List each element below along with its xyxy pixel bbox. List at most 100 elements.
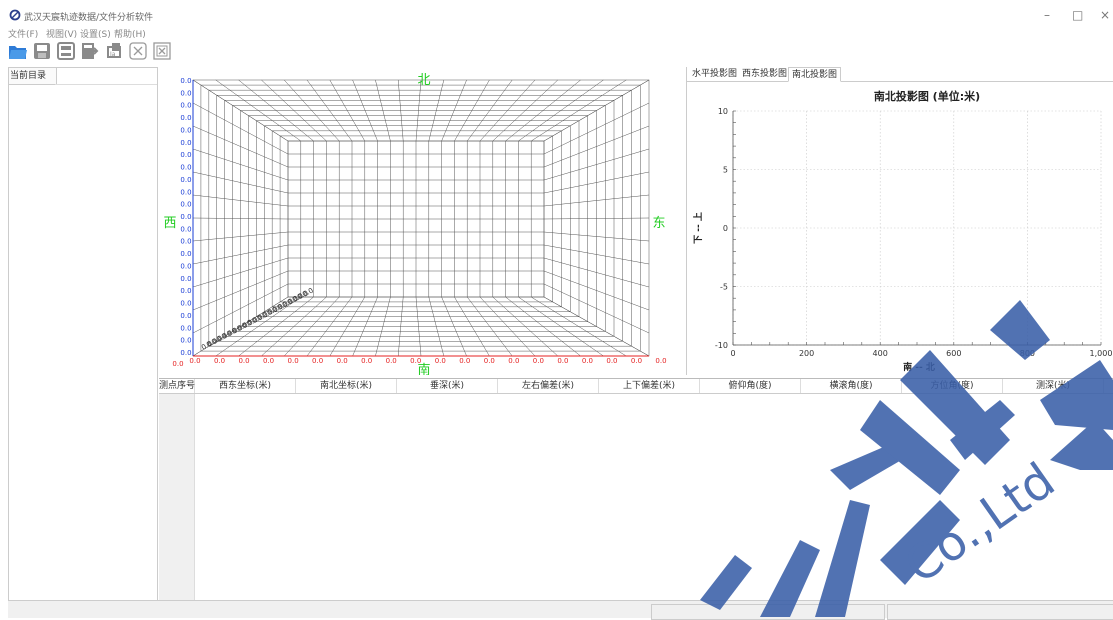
depth-ring [241,111,597,327]
depth-ring [248,116,587,322]
projection-panel: 水平投影图 西东投影图 南北投影图 0 200 400 600 800 1,000 10 5 0… [686,67,1113,375]
x-tick-label: 0.0 [582,357,593,365]
import-icon[interactable]: Ia [104,41,124,61]
y-tick-label: 0.0 [180,89,191,97]
column-header-vertical-depth[interactable]: 垂深(米) [397,379,498,393]
x-tick-label: 0.0 [337,357,348,365]
origin-tick-label: 0.0 [172,360,183,368]
depth-ring [256,121,579,317]
y-tick-label: 0.0 [180,337,191,345]
close-x-icon[interactable] [128,41,148,61]
x-tick-label: 0.0 [214,357,225,365]
status-bar [8,600,1113,618]
column-header-left-right-deviation[interactable]: 左右偏差(米) [498,379,599,393]
x-tick-label: 0.0 [557,357,568,365]
chart-y-label: 下 -- 上 [692,212,704,244]
x-tick-label: 0.0 [631,357,642,365]
column-header-azimuth[interactable]: 方位角(度) [902,379,1003,393]
column-header-measured-depth[interactable]: 测深(米) [1003,379,1104,393]
y-tick-label: 0.0 [180,349,191,357]
row-header-column [159,394,195,601]
directory-panel[interactable]: 当前目录 [8,67,158,601]
x-tick-label: 0.0 [238,357,249,365]
y-tick-label: 0.0 [180,151,191,159]
app-logo-icon [9,9,21,21]
export-icon[interactable] [80,41,100,61]
y-tick-label: 0.0 [180,300,191,308]
menu-file[interactable]: 文件(F) [8,27,38,40]
table-header: 测点序号 西东坐标(米) 南北坐标(米) 垂深(米) 左右偏差(米) 上下偏差(… [159,379,1113,394]
south-north-projection-chart[interactable]: 0 200 400 600 800 1,000 10 5 0 -5 -10 南北投影图 (单位:米) 南… [687,82,1113,374]
column-header-pitch[interactable]: 俯仰角(度) [700,379,801,393]
minimize-button[interactable]: – [1044,8,1050,22]
y-tick-label: -10 [715,341,728,350]
y-tick-label: 0.0 [180,188,191,196]
x-tick-label: 0.0 [361,357,372,365]
x-tick-label: 400 [873,349,888,358]
x-tick-label: 1,000 [1090,349,1113,358]
y-tick-label: 5 [723,166,728,175]
y-tick-label: 0.0 [180,262,191,270]
y-tick-label: 0.0 [180,164,191,172]
tab-horizontal-projection[interactable]: 水平投影图 [689,67,740,80]
svg-text:Ia: Ia [110,51,116,58]
x-tick-label: 0.0 [459,357,470,365]
east-label: 东 [652,216,665,231]
tab-south-north-projection[interactable]: 南北投影图 [788,67,841,82]
chart-x-label: 南 -- 北 [903,361,935,373]
y-tick-label: 0.0 [180,225,191,233]
save-icon[interactable] [32,41,52,61]
column-header-point-no[interactable]: 测点序号 [159,379,195,393]
directory-header-divider [55,84,157,85]
status-segment-1 [651,604,885,620]
y-tick-label: 0.0 [180,102,191,110]
close-button[interactable]: × [1100,8,1110,22]
column-header-roll[interactable]: 横滚角(度) [801,379,902,393]
y-tick-label: 0.0 [180,139,191,147]
x-tick-label: 0.0 [606,357,617,365]
x-tick-label: 0.0 [312,357,323,365]
x-tick-label: 0.0 [484,357,495,365]
x-tick-label: 0 [730,349,735,358]
y-tick-label: -5 [720,283,728,292]
status-segment-2 [887,604,1113,620]
y-tick-label: 10 [718,107,728,116]
y-tick-label: 0.0 [180,287,191,295]
column-header-west-east[interactable]: 西东坐标(米) [195,379,296,393]
chart-title: 南北投影图 (单位:米) [874,89,980,103]
y-tick-label: 0.0 [180,213,191,221]
tab-west-east-projection[interactable]: 西东投影图 [739,67,790,80]
x-tick-label: 0.0 [386,357,397,365]
view-3d-canvas[interactable]: 0.0 0.0 0.0 0.0 0.0 0.0 0.0 0.0 0.0 0.0 0.0 0.0 0.0 0… [159,67,683,375]
menu-help[interactable]: 帮助(H) [114,27,146,40]
data-table[interactable]: 测点序号 西东坐标(米) 南北坐标(米) 垂深(米) 左右偏差(米) 上下偏差(… [159,378,1113,601]
column-header-up-down-deviation[interactable]: 上下偏差(米) [599,379,700,393]
maximize-button[interactable]: □ [1072,8,1083,22]
y-tick-label: 0.0 [180,238,191,246]
x-tick-label: 800 [1020,349,1035,358]
close-all-icon[interactable] [152,41,172,61]
menu-view[interactable]: 视图(V) [46,27,77,40]
y-tick-label: 0.0 [180,77,191,85]
column-header-south-north[interactable]: 南北坐标(米) [296,379,397,393]
view-3d-panel[interactable]: 0.0 0.0 0.0 0.0 0.0 0.0 0.0 0.0 0.0 0.0 0.0 0.0 0.0 0… [159,67,683,375]
title-bar: 武汉天宸轨迹数据/文件分析软件 – □ × [0,0,1113,26]
y-tick-label: 0 [723,224,728,233]
menu-settings[interactable]: 设置(S) [80,27,111,40]
window-title: 武汉天宸轨迹数据/文件分析软件 [24,10,153,23]
x-tick-label: 0.0 [435,357,446,365]
y-tick-labels: 0.0 0.0 0.0 0.0 0.0 0.0 0.0 0.0 0.0 0.0 0.0 0.0 0.0 0… [180,77,191,357]
x-tick-label: 0.0 [288,357,299,365]
south-label: 南 [417,362,430,375]
x-tick-label: 0.0 [508,357,519,365]
y-tick-label: 0.0 [180,176,191,184]
north-label: 北 [417,73,430,88]
save-as-icon[interactable] [56,41,76,61]
x-tick-label: 0.0 [655,357,666,365]
y-tick-label: 0.0 [180,126,191,134]
chart-gridlines [733,111,1101,345]
open-folder-icon[interactable] [8,41,28,61]
directory-header: 当前目录 [9,68,57,85]
projection-tabs: 水平投影图 西东投影图 南北投影图 [687,67,1113,82]
y-tick-label: 0.0 [180,324,191,332]
